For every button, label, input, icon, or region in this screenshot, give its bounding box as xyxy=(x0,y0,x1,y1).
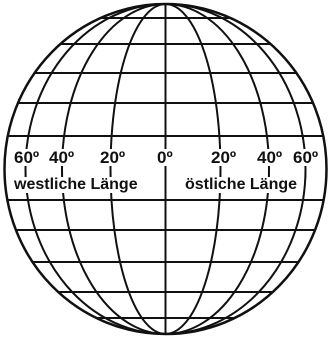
label-60-west: 60º xyxy=(13,148,41,167)
globe-outline xyxy=(3,2,328,336)
label-40-west: 40º xyxy=(48,148,76,167)
label-20-east: 20º xyxy=(210,148,238,167)
label-eastern-longitude: östliche Länge xyxy=(184,176,299,193)
label-western-longitude: westliche Länge xyxy=(13,176,139,193)
label-60-east: 60º xyxy=(292,148,320,167)
label-40-east: 40º xyxy=(256,148,284,167)
label-20-west: 20º xyxy=(99,148,127,167)
label-0: 0º xyxy=(156,148,174,167)
